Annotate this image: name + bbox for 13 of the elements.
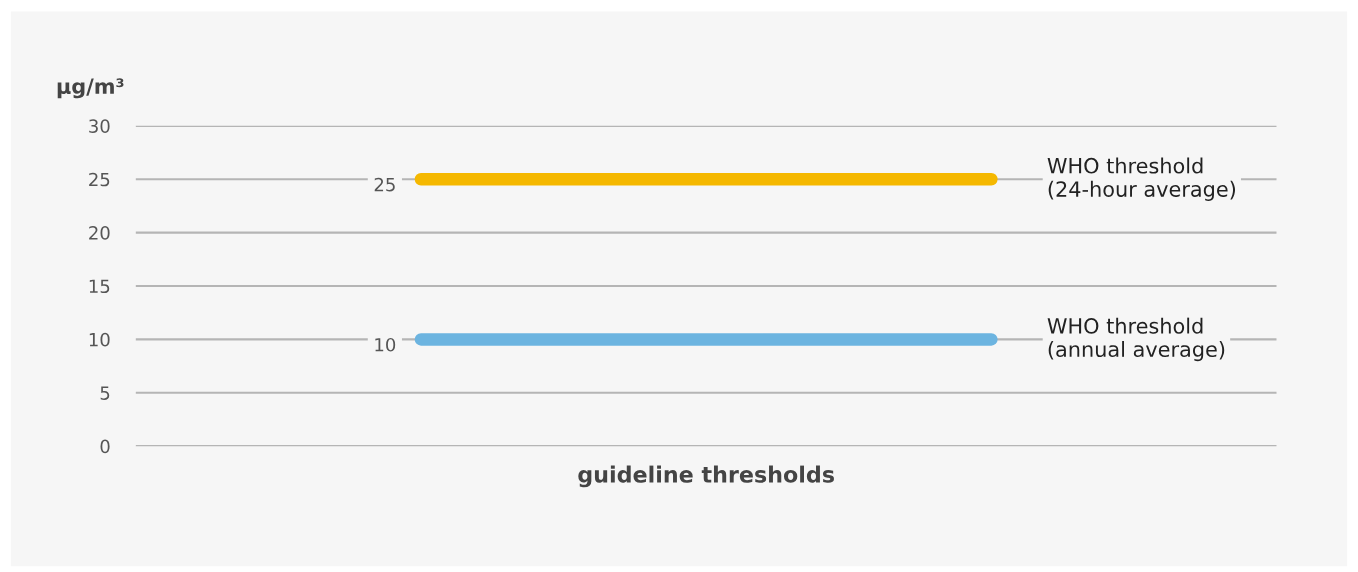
y-tick-label: 5: [100, 386, 110, 400]
text: WHO threshold (24-hour average): [1047, 157, 1236, 201]
y-tick-label: 25: [89, 172, 110, 187]
x-axis-title: guideline thresholds: [578, 465, 834, 488]
y-tick-label: 0: [100, 439, 110, 454]
y-tick-label: 15: [89, 279, 110, 294]
y-tick-label: 30: [89, 119, 110, 133]
data-label: 25: [374, 177, 395, 192]
text: WHO threshold (annual average): [1047, 317, 1225, 362]
data-label: 10: [375, 337, 396, 352]
y-tick-label: 20: [89, 226, 110, 240]
y-tick-label: 10: [89, 332, 110, 347]
y-axis-title: μg/m³: [57, 78, 124, 99]
